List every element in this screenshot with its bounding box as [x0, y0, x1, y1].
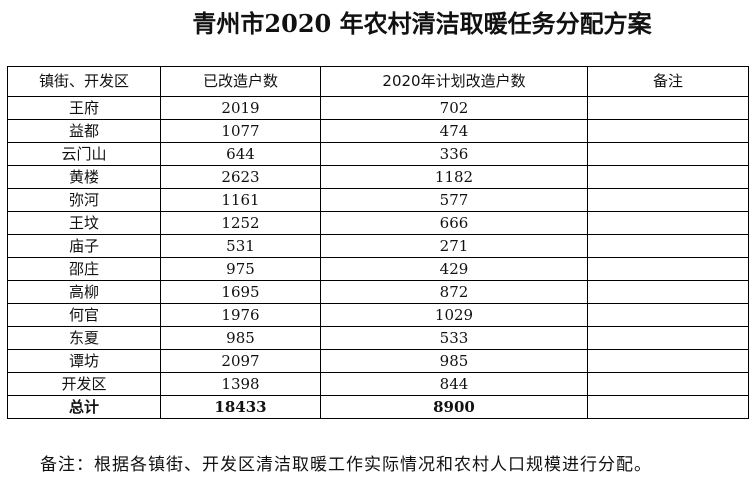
table-row: 东夏 985 533	[7, 326, 749, 350]
empty-cell	[587, 234, 749, 258]
table-row: 黄楼 2623 1182	[7, 165, 749, 189]
empty-cell	[587, 119, 749, 143]
cell: 1976	[160, 303, 321, 327]
cell: 666	[320, 211, 588, 235]
row-label: 黄楼	[7, 165, 161, 189]
row-label: 弥河	[7, 188, 161, 212]
row-label: 总计	[7, 395, 161, 419]
cell: 2019	[160, 96, 321, 120]
cell: 644	[160, 142, 321, 166]
cell: 2097	[160, 349, 321, 373]
cell: 533	[320, 326, 588, 350]
table-row: 王府 2019 702	[7, 96, 749, 120]
table-row: 邵庄 975 429	[7, 257, 749, 281]
cell: 1182	[320, 165, 588, 189]
allocation-table: 镇街、开发区 已改造户数 2020年计划改造户数 备注 王府 2019 702 益都 1077…	[7, 66, 749, 419]
cell: 577	[320, 188, 588, 212]
table-body: 王府 2019 702 益都 1077 474 云门山 644 336 黄楼 2623 1182 弥河 1…	[7, 96, 749, 419]
cell: 1252	[160, 211, 321, 235]
cell: 844	[320, 372, 588, 396]
header-row: 镇街、开发区 已改造户数 2020年计划改造户数 备注	[7, 66, 749, 97]
table-row: 庙子 531 271	[7, 234, 749, 258]
row-label: 谭坊	[7, 349, 161, 373]
table-row: 高柳 1695 872	[7, 280, 749, 304]
cell: 474	[320, 119, 588, 143]
table-row: 弥河 1161 577	[7, 188, 749, 212]
cell: 8900	[320, 395, 588, 419]
row-label: 东夏	[7, 326, 161, 350]
empty-cell	[587, 188, 749, 212]
cell: 1029	[320, 303, 588, 327]
cell: 1695	[160, 280, 321, 304]
cell: 271	[320, 234, 588, 258]
footnote: 备注：根据各镇街、开发区清洁取暖工作实际情况和农村人口规模进行分配。	[40, 455, 652, 475]
empty-cell	[587, 372, 749, 396]
row-label: 高柳	[7, 280, 161, 304]
empty-cell	[587, 349, 749, 373]
cell: 985	[320, 349, 588, 373]
cell: 531	[160, 234, 321, 258]
column-header: 备注	[587, 66, 749, 97]
table-row: 总计 18433 8900	[7, 395, 749, 419]
cell: 872	[320, 280, 588, 304]
empty-cell	[587, 303, 749, 327]
cell: 975	[160, 257, 321, 281]
table-row: 王坟 1252 666	[7, 211, 749, 235]
column-header: 镇街、开发区	[7, 66, 161, 97]
empty-cell	[587, 211, 749, 235]
cell: 336	[320, 142, 588, 166]
table-row: 益都 1077 474	[7, 119, 749, 143]
cell: 1161	[160, 188, 321, 212]
column-header: 已改造户数	[160, 66, 321, 97]
column-header: 2020年计划改造户数	[320, 66, 588, 97]
cell: 1398	[160, 372, 321, 396]
table-row: 谭坊 2097 985	[7, 349, 749, 373]
row-label: 云门山	[7, 142, 161, 166]
row-label: 庙子	[7, 234, 161, 258]
empty-cell	[587, 326, 749, 350]
cell: 2623	[160, 165, 321, 189]
row-label: 王坟	[7, 211, 161, 235]
table-row: 云门山 644 336	[7, 142, 749, 166]
table-row: 开发区 1398 844	[7, 372, 749, 396]
empty-cell	[587, 142, 749, 166]
cell: 429	[320, 257, 588, 281]
empty-cell	[587, 395, 749, 419]
cell: 702	[320, 96, 588, 120]
empty-cell	[587, 280, 749, 304]
table-row: 何官 1976 1029	[7, 303, 749, 327]
row-label: 邵庄	[7, 257, 161, 281]
cell: 18433	[160, 395, 321, 419]
empty-cell	[587, 165, 749, 189]
cell: 1077	[160, 119, 321, 143]
row-label: 王府	[7, 96, 161, 120]
empty-cell	[587, 96, 749, 120]
row-label: 益都	[7, 119, 161, 143]
empty-cell	[587, 257, 749, 281]
title: 青州市2020 年农村清洁取暖任务分配方案	[192, 9, 652, 38]
row-label: 何官	[7, 303, 161, 327]
row-label: 开发区	[7, 372, 161, 396]
cell: 985	[160, 326, 321, 350]
